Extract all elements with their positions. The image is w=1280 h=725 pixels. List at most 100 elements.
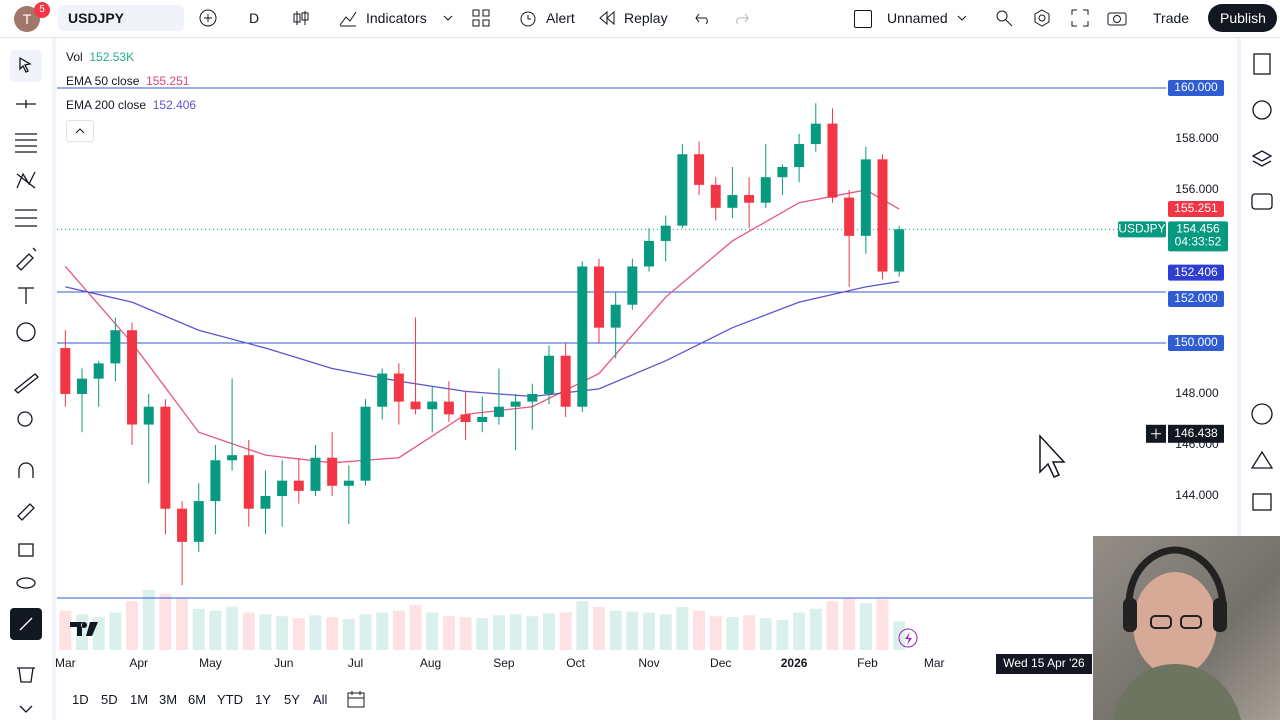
symbol-box[interactable] (58, 5, 184, 31)
range-button[interactable]: YTD (217, 692, 243, 707)
volume-bar (743, 615, 756, 650)
candle-body (794, 144, 805, 167)
legend-collapse[interactable] (66, 120, 94, 142)
volume-bar (309, 615, 322, 650)
candle-body (810, 123, 821, 145)
redo-icon[interactable] (732, 10, 750, 26)
candle-body (193, 501, 204, 542)
candle-body (727, 195, 738, 208)
publish-button[interactable] (1208, 4, 1277, 32)
candle-body (427, 401, 438, 410)
range-button[interactable]: 3M (159, 692, 178, 707)
lock-tool[interactable] (18, 543, 34, 557)
ruler-tool[interactable] (14, 373, 39, 394)
lines-tool[interactable] (15, 133, 37, 153)
date-range-icon[interactable] (346, 689, 368, 709)
volume-bar (359, 614, 372, 650)
candle-body (360, 406, 371, 481)
visibility-tool[interactable] (16, 577, 36, 589)
layout-icon[interactable] (854, 10, 872, 28)
layers-icon[interactable] (1251, 150, 1273, 167)
alert[interactable]: Alert (546, 10, 575, 26)
candle-body (527, 393, 538, 402)
text-tool[interactable] (18, 287, 34, 304)
zoom-tool[interactable] (17, 411, 33, 427)
candle-body (694, 154, 705, 185)
x-tick-label: Aug (420, 656, 441, 670)
crosshair-tool[interactable] (16, 100, 36, 108)
volume-bar (826, 601, 839, 650)
volume-bar (592, 606, 605, 650)
alerts-icon[interactable] (1252, 100, 1272, 120)
range-button[interactable]: 5D (101, 692, 118, 707)
range-button[interactable]: 6M (188, 692, 207, 707)
sidebar-icons (1250, 53, 1274, 511)
candle-body (293, 480, 304, 491)
cursor-tool[interactable] (19, 56, 32, 73)
emoji-tool[interactable] (16, 322, 36, 342)
symbol[interactable]: USDJPY (68, 10, 125, 26)
layout-name[interactable]: Unnamed (887, 10, 948, 26)
ema50-price-label: 155.251 (1174, 201, 1218, 215)
collapse-icon (75, 128, 85, 134)
indicators-icon[interactable] (338, 8, 358, 28)
fullscreen-icon[interactable] (1070, 8, 1090, 28)
ema50-price-label-box (1168, 201, 1224, 218)
alert-icon[interactable] (517, 7, 539, 29)
tv-logo (70, 622, 98, 636)
interval[interactable]: D (249, 10, 260, 26)
ema200-price-label-box (1168, 264, 1224, 281)
candle-body (627, 266, 638, 305)
x-tick-label: Mar (924, 656, 945, 670)
delete-tool[interactable] (17, 667, 35, 683)
x-tick-label: May (199, 656, 222, 670)
indicators[interactable]: Indicators (366, 10, 427, 26)
candle-body (877, 159, 888, 272)
range-button[interactable]: 1M (130, 692, 149, 707)
candle-body (560, 355, 571, 407)
templates-icon[interactable] (471, 8, 491, 28)
legend-label: Vol (66, 50, 83, 64)
range-button[interactable]: All (313, 692, 328, 707)
screenshot-icon[interactable] (1106, 8, 1128, 28)
settings-icon[interactable] (1032, 8, 1052, 28)
dropdown-icon[interactable] (956, 12, 968, 24)
calendar-icon[interactable] (1252, 493, 1272, 511)
x-tick-label: 2026 (781, 656, 808, 670)
collapse-tool[interactable] (19, 705, 33, 713)
add-symbol-icon[interactable] (198, 8, 218, 28)
hline-label-box (1168, 290, 1224, 307)
volume-bar (709, 616, 722, 650)
chart-type-icon[interactable] (291, 8, 311, 28)
trade-button[interactable]: Trade (1153, 10, 1190, 26)
brush-tool[interactable] (16, 247, 37, 271)
chat-icon[interactable] (1251, 193, 1273, 210)
fib-tool[interactable] (15, 209, 37, 227)
candle-body (593, 266, 604, 328)
y-tick-label: 156.000 (1175, 182, 1219, 196)
replay-icon[interactable] (598, 10, 616, 26)
volume-bar (142, 590, 155, 650)
magnet-tool[interactable] (18, 462, 34, 478)
search-icon[interactable] (994, 8, 1014, 28)
pattern-tool[interactable] (16, 171, 36, 189)
candle-body (894, 229, 905, 272)
top-toolbar: T 5 USDJPY D Indicators Alert Replay Unn… (0, 0, 1280, 38)
ideas-icon[interactable] (1250, 450, 1274, 469)
crosshair-date: Wed 15 Apr '26 (1003, 656, 1085, 670)
watchlist-icon[interactable] (1253, 53, 1271, 75)
dropdown-icon[interactable] (442, 12, 454, 24)
target-icon[interactable] (1251, 403, 1273, 425)
replay[interactable]: Replay (624, 10, 668, 26)
ema200-price-label: 152.406 (1174, 265, 1218, 279)
lock-drawing-tool[interactable] (17, 503, 35, 521)
candle-body (410, 401, 421, 410)
undo-icon[interactable] (694, 10, 712, 26)
range-button[interactable]: 1D (72, 692, 89, 707)
range-button[interactable]: 1Y (255, 692, 271, 707)
x-tick-label: Oct (566, 656, 585, 670)
candle-body (177, 508, 188, 542)
publish-label[interactable]: Publish (1220, 10, 1266, 26)
range-button[interactable]: 5Y (284, 692, 300, 707)
